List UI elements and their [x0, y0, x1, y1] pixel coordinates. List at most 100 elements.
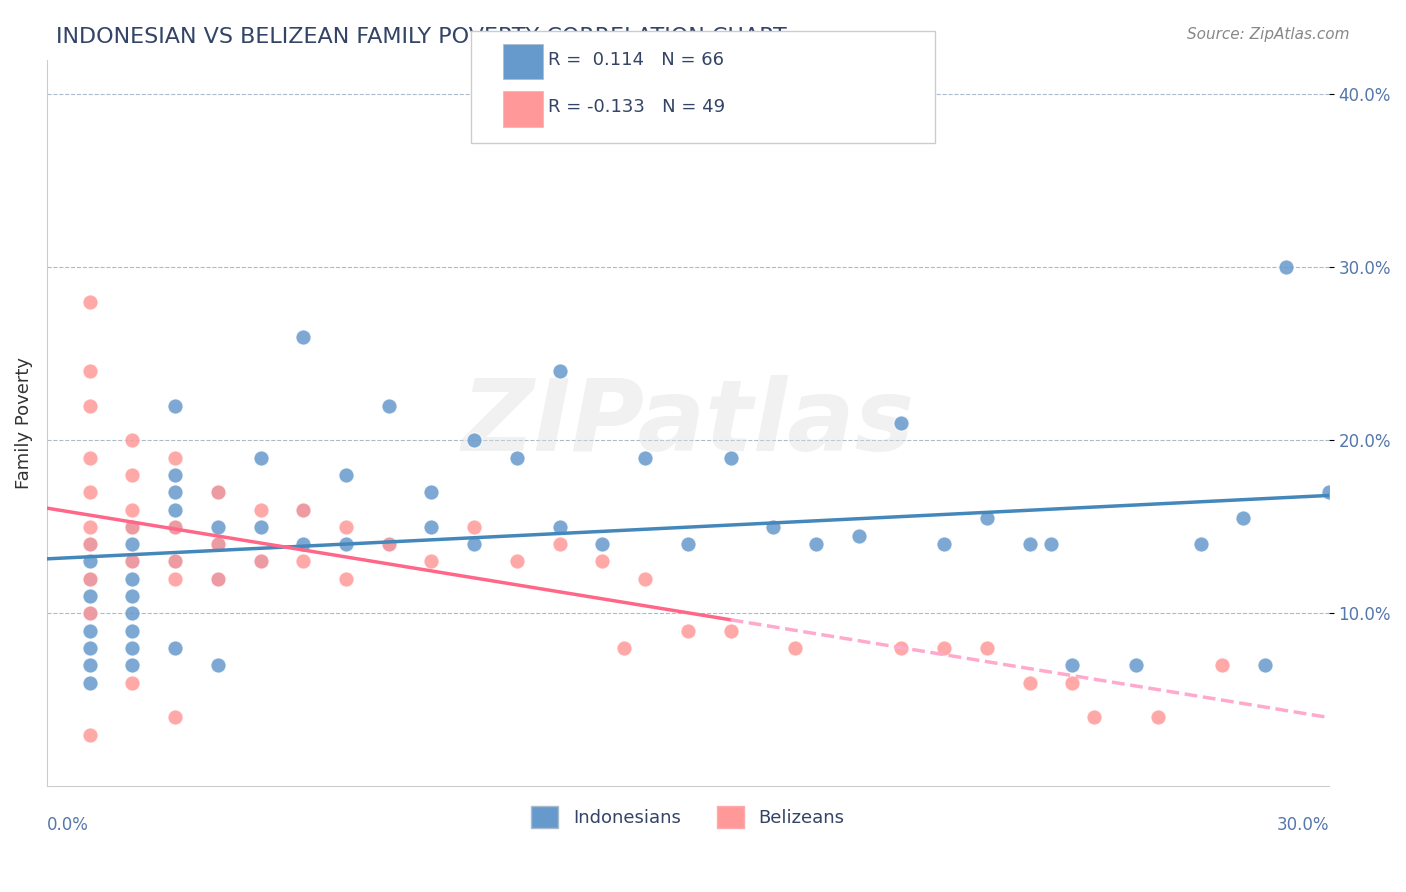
- Point: [121, 434, 143, 448]
- Point: [292, 502, 315, 516]
- Text: INDONESIAN VS BELIZEAN FAMILY POVERTY CORRELATION CHART: INDONESIAN VS BELIZEAN FAMILY POVERTY CO…: [56, 27, 787, 46]
- Point: [249, 520, 271, 534]
- Point: [165, 450, 187, 465]
- Point: [890, 416, 912, 430]
- Point: [976, 640, 998, 655]
- Point: [1040, 537, 1063, 551]
- Point: [1189, 537, 1212, 551]
- Point: [420, 485, 443, 500]
- Point: [207, 537, 229, 551]
- Text: R =  0.114   N = 66: R = 0.114 N = 66: [548, 51, 724, 69]
- Point: [249, 450, 271, 465]
- Point: [1125, 658, 1147, 673]
- Point: [1018, 675, 1040, 690]
- Point: [207, 658, 229, 673]
- Point: [79, 364, 101, 378]
- Point: [79, 537, 101, 551]
- Point: [79, 572, 101, 586]
- Point: [634, 572, 657, 586]
- Point: [976, 511, 998, 525]
- Point: [121, 607, 143, 621]
- Point: [121, 658, 143, 673]
- Point: [890, 640, 912, 655]
- Point: [121, 467, 143, 482]
- Point: [79, 607, 101, 621]
- Point: [79, 572, 101, 586]
- Y-axis label: Family Poverty: Family Poverty: [15, 357, 32, 489]
- Point: [79, 589, 101, 603]
- Point: [249, 554, 271, 568]
- Point: [463, 537, 485, 551]
- Point: [506, 450, 529, 465]
- Point: [249, 554, 271, 568]
- Point: [165, 572, 187, 586]
- Point: [292, 502, 315, 516]
- Point: [79, 520, 101, 534]
- Point: [79, 450, 101, 465]
- Point: [548, 364, 571, 378]
- Point: [79, 640, 101, 655]
- Point: [377, 537, 399, 551]
- Point: [548, 537, 571, 551]
- Text: 30.0%: 30.0%: [1277, 815, 1329, 833]
- Point: [420, 520, 443, 534]
- Point: [121, 624, 143, 638]
- Point: [762, 520, 785, 534]
- Point: [79, 675, 101, 690]
- Point: [249, 502, 271, 516]
- Text: R = -0.133   N = 49: R = -0.133 N = 49: [548, 98, 725, 116]
- Point: [1317, 485, 1340, 500]
- Point: [79, 658, 101, 673]
- Point: [207, 520, 229, 534]
- Text: 0.0%: 0.0%: [46, 815, 89, 833]
- Point: [121, 520, 143, 534]
- Point: [1018, 537, 1040, 551]
- Point: [463, 434, 485, 448]
- Point: [783, 640, 806, 655]
- Point: [1062, 658, 1084, 673]
- Point: [165, 640, 187, 655]
- Point: [121, 554, 143, 568]
- Point: [79, 727, 101, 741]
- Point: [165, 399, 187, 413]
- Point: [506, 554, 529, 568]
- Point: [1147, 710, 1170, 724]
- Point: [165, 520, 187, 534]
- Point: [292, 554, 315, 568]
- Point: [121, 589, 143, 603]
- Point: [121, 572, 143, 586]
- Point: [165, 554, 187, 568]
- Point: [79, 537, 101, 551]
- Point: [591, 554, 613, 568]
- Point: [1083, 710, 1105, 724]
- Point: [335, 520, 357, 534]
- Text: ZIPatlas: ZIPatlas: [461, 375, 914, 472]
- Point: [165, 502, 187, 516]
- Point: [165, 467, 187, 482]
- Point: [463, 520, 485, 534]
- Point: [377, 537, 399, 551]
- Point: [934, 640, 956, 655]
- Point: [79, 607, 101, 621]
- Point: [207, 572, 229, 586]
- Point: [676, 537, 699, 551]
- Point: [420, 554, 443, 568]
- Point: [79, 485, 101, 500]
- Point: [1211, 658, 1233, 673]
- Point: [121, 537, 143, 551]
- Text: Source: ZipAtlas.com: Source: ZipAtlas.com: [1187, 27, 1350, 42]
- Point: [1275, 260, 1298, 275]
- Point: [207, 485, 229, 500]
- Point: [1062, 675, 1084, 690]
- Point: [613, 640, 636, 655]
- Point: [121, 502, 143, 516]
- Point: [207, 537, 229, 551]
- Point: [79, 399, 101, 413]
- Point: [676, 624, 699, 638]
- Point: [121, 640, 143, 655]
- Point: [720, 624, 742, 638]
- Point: [634, 450, 657, 465]
- Point: [591, 537, 613, 551]
- Point: [121, 520, 143, 534]
- Point: [165, 554, 187, 568]
